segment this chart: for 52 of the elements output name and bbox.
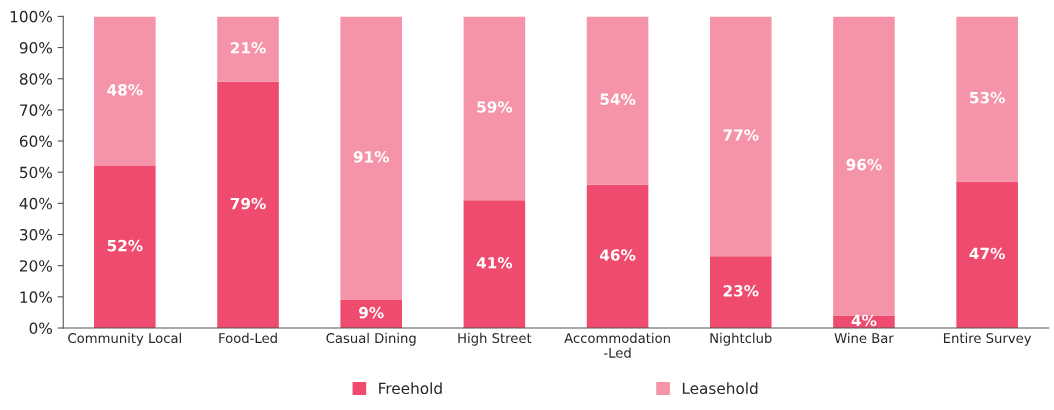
y-tick-label: 30% — [20, 228, 52, 241]
y-tick-label: 0% — [29, 322, 52, 335]
data-label: 47% — [969, 247, 1005, 260]
bar — [217, 81, 279, 328]
x-tick-label: Nightclub — [710, 332, 772, 346]
x-tick-label: Accommodation -Led — [564, 332, 670, 358]
y-tick-label: 60% — [19, 135, 52, 148]
x-tick-label: Wine Bar — [834, 332, 894, 344]
data-label: 9% — [359, 306, 384, 319]
x-tick-label: Food-Led — [219, 332, 277, 344]
data-label: 77% — [723, 129, 759, 141]
y-tick-label: 10% — [20, 291, 52, 303]
data-label: 96% — [846, 158, 882, 171]
y-tick-label: 100% — [10, 10, 52, 23]
legend-label: Leasehold — [682, 382, 758, 395]
data-label: 21% — [230, 41, 266, 54]
y-tick-label: 40% — [19, 197, 52, 210]
data-label: 53% — [970, 91, 1005, 104]
bar — [709, 16, 772, 257]
bar — [340, 16, 402, 300]
bar — [94, 165, 156, 328]
bar — [463, 16, 526, 201]
bar — [94, 16, 156, 166]
bar — [340, 299, 402, 328]
bar — [586, 184, 649, 328]
y-tick-label: 70% — [20, 104, 52, 116]
data-label: 52% — [107, 239, 143, 252]
x-tick-label: Casual Dining — [326, 332, 416, 346]
y-tick-label: 20% — [19, 260, 52, 272]
data-label: 54% — [600, 93, 636, 105]
y-tick-label: 90% — [19, 42, 52, 54]
data-label: 41% — [476, 257, 513, 269]
x-tick-label: High Street — [458, 332, 532, 346]
y-tick-label: 50% — [20, 166, 52, 179]
legend-label: Freehold — [379, 382, 442, 395]
bar — [956, 181, 1018, 328]
data-label: 79% — [230, 197, 266, 210]
data-label: 4% — [851, 314, 877, 327]
bar — [217, 16, 279, 82]
bar — [586, 16, 649, 185]
bar — [956, 16, 1018, 182]
data-label: 23% — [723, 285, 759, 297]
x-tick-label: Community Local — [68, 332, 181, 346]
bar — [463, 200, 526, 328]
data-label: 59% — [477, 101, 513, 113]
data-label: 48% — [107, 84, 143, 96]
data-label: 46% — [599, 249, 636, 261]
x-tick-label: Entire Survey — [943, 332, 1032, 346]
bar — [709, 256, 772, 328]
bar — [833, 16, 895, 316]
y-tick-label: 80% — [19, 73, 52, 85]
data-label: 91% — [353, 151, 389, 163]
